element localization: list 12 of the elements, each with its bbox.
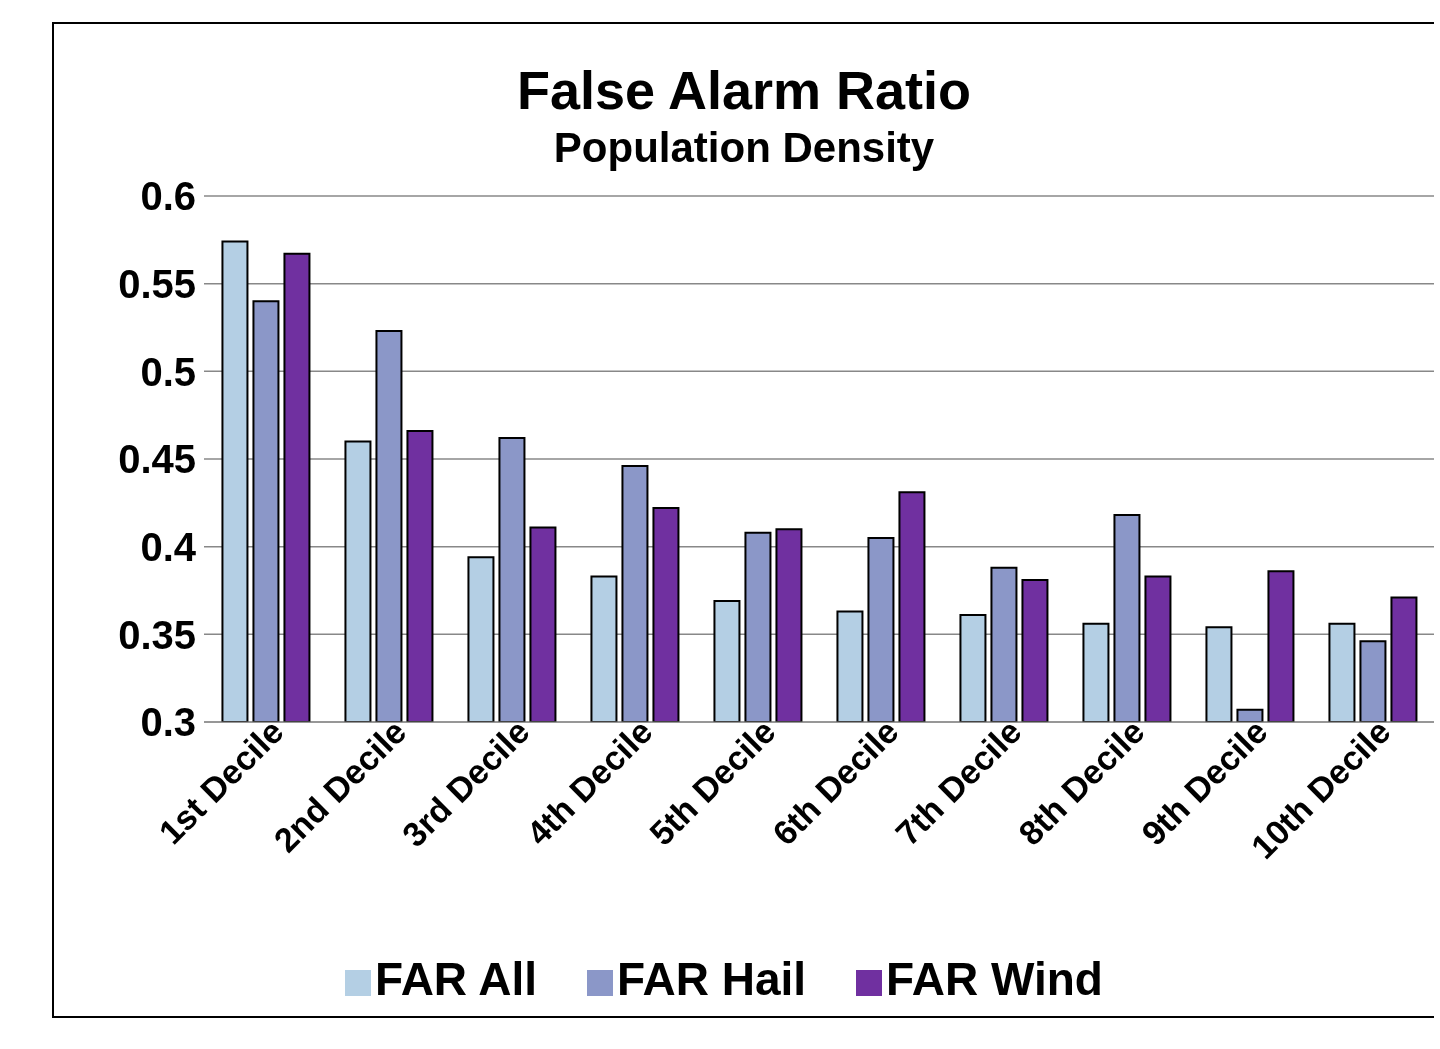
- legend-label: FAR Hail: [616, 953, 807, 1005]
- y-tick-label: 0.55: [118, 261, 196, 306]
- y-tick-label: 0.5: [140, 349, 196, 394]
- y-tick-label: 0.35: [118, 612, 196, 657]
- y-tick-label: 0.45: [118, 437, 196, 482]
- y-tick-label: 0.3: [140, 700, 196, 745]
- legend-label: FAR Wind: [886, 953, 1103, 1005]
- y-tick-label: 0.6: [140, 174, 196, 219]
- chart-subtitle: Population Density: [552, 123, 936, 173]
- y-tick-label: 0.4: [140, 524, 197, 569]
- legend-label: FAR All: [375, 953, 537, 1005]
- chart-title: False Alarm Ratio: [515, 60, 973, 120]
